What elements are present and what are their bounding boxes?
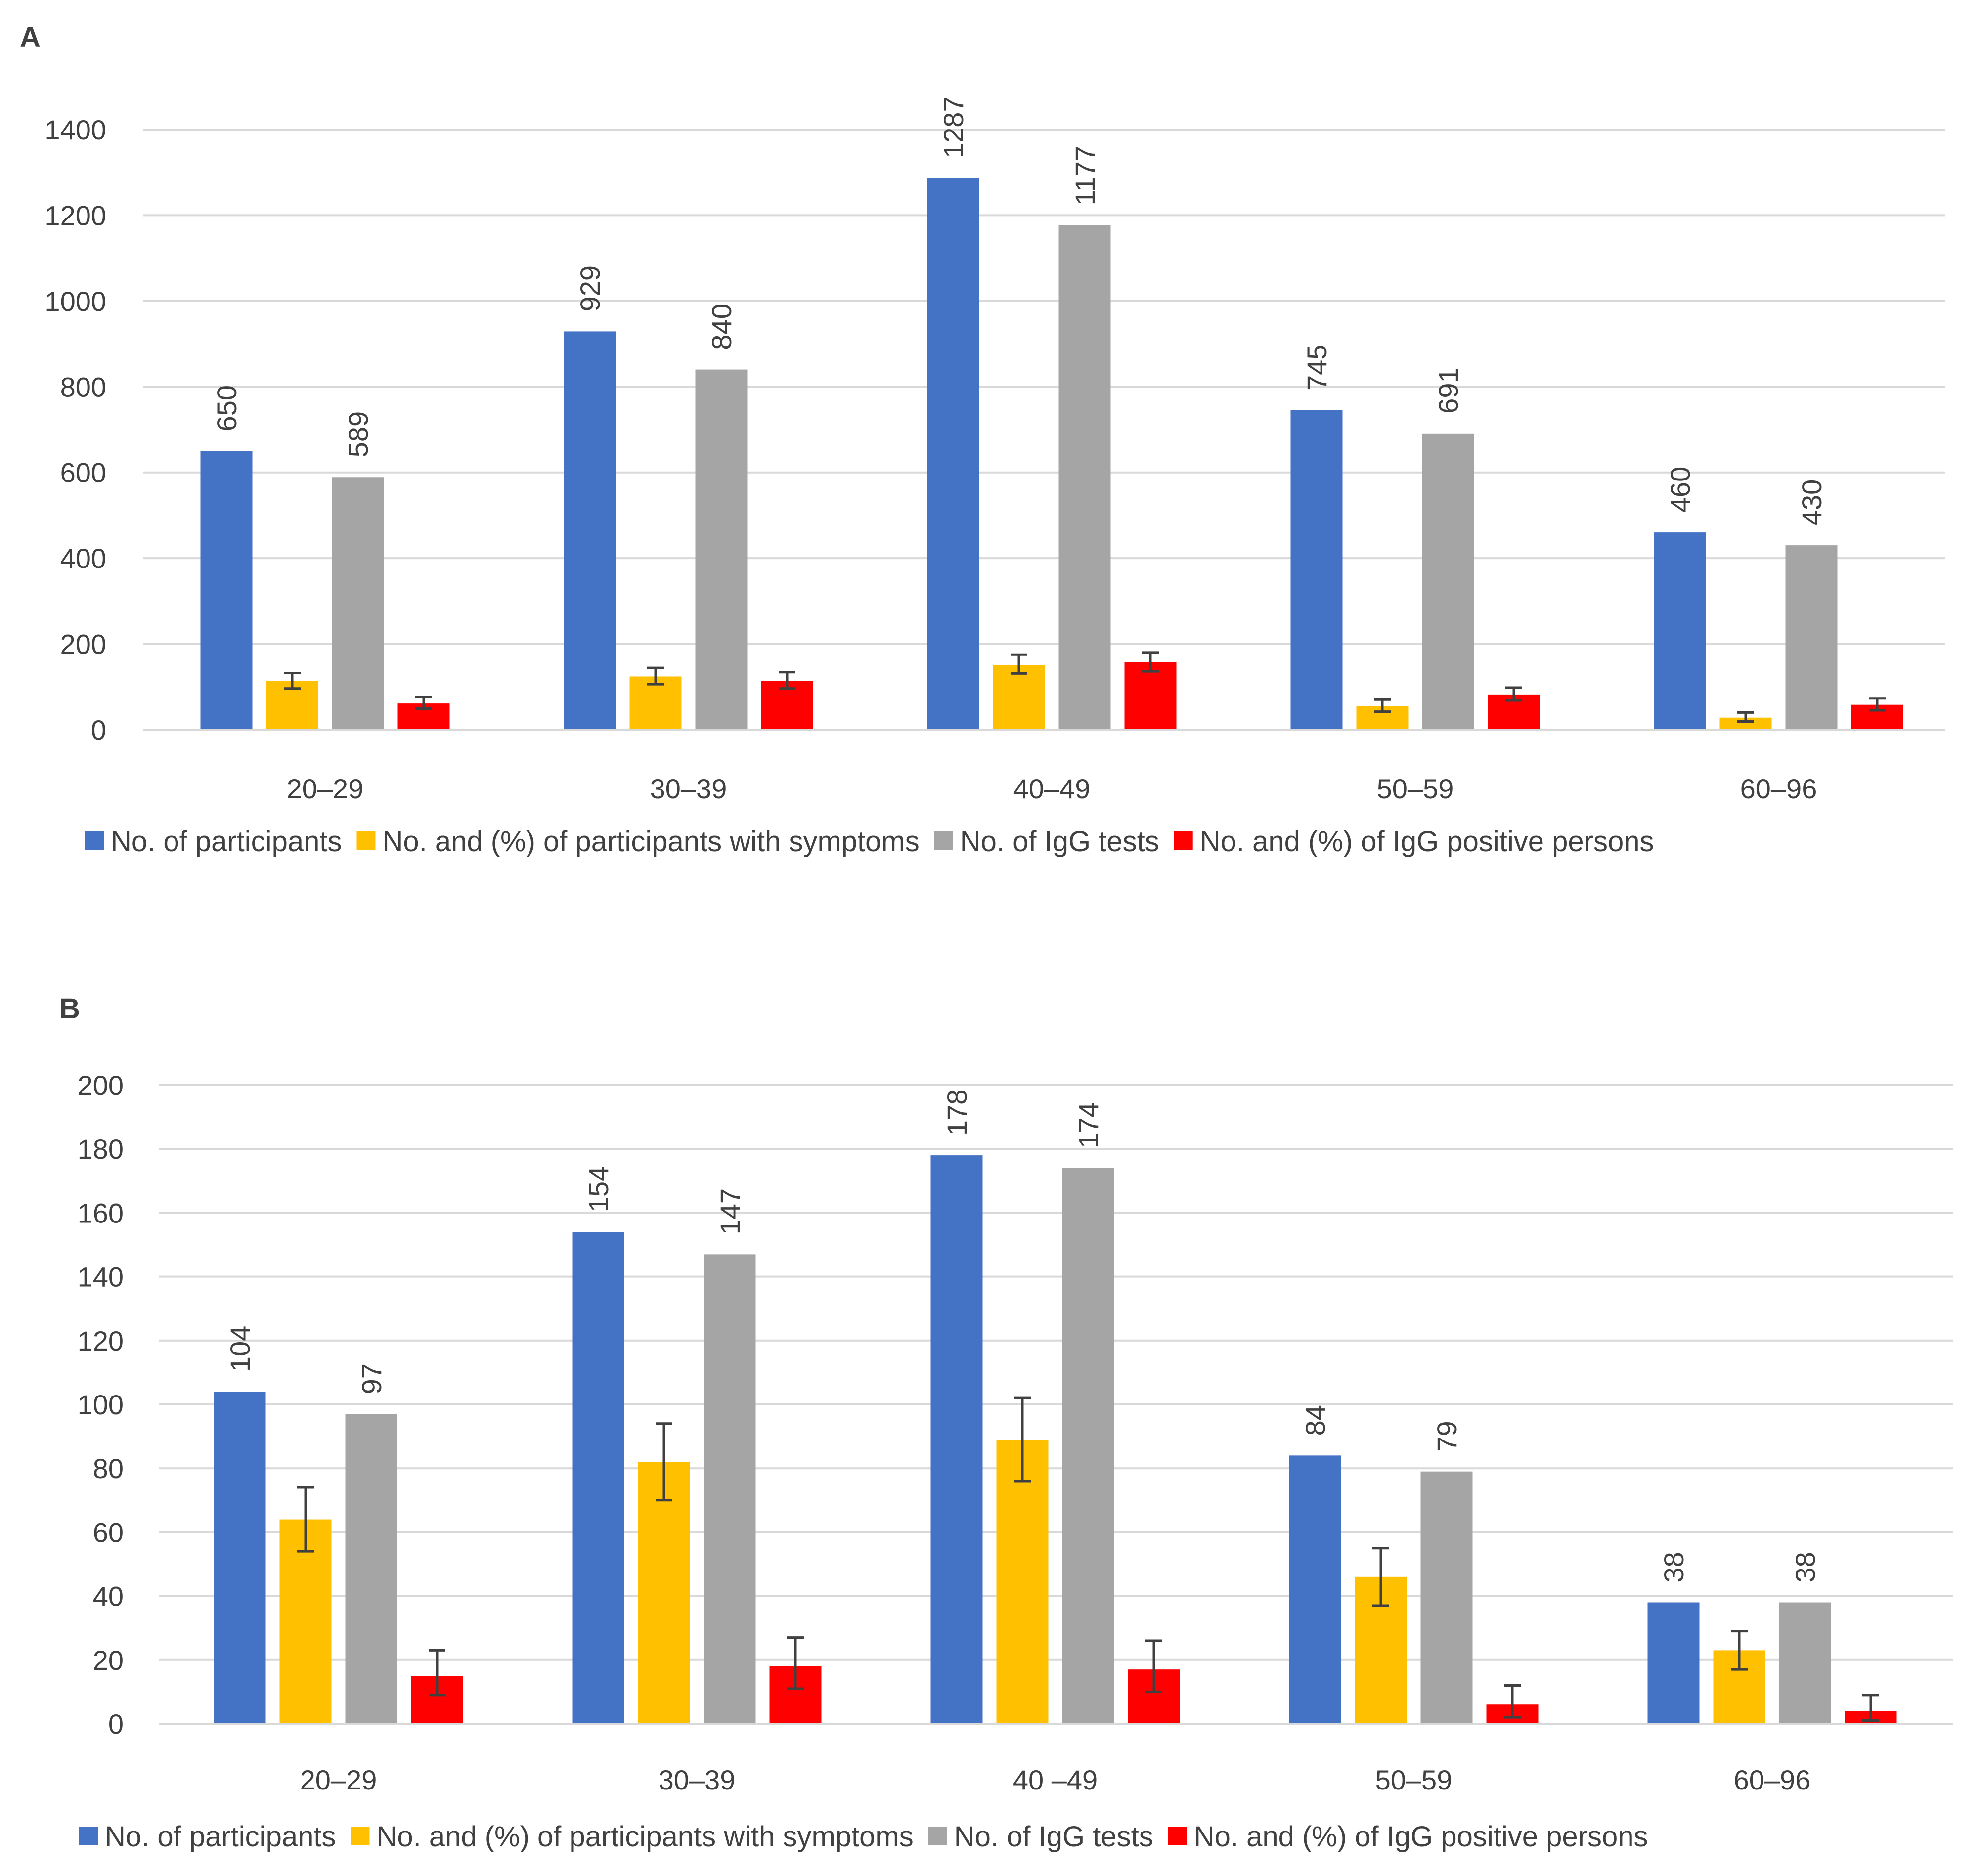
data-label: 929 [574, 265, 606, 311]
data-label: 79 [1431, 1421, 1462, 1451]
y-tick-label: 0 [91, 714, 106, 745]
bar [1647, 1602, 1700, 1724]
x-tick-label: 20–29 [287, 773, 364, 804]
chart-panel-a: A 0 200 400 600 800 1000 1200 1400 650 589 20–29 929… [20, 21, 1945, 858]
bar [345, 1414, 397, 1724]
data-label: 589 [343, 411, 374, 457]
panel-label: B [59, 993, 80, 1025]
data-label: 97 [356, 1363, 387, 1394]
bar [1420, 1471, 1473, 1724]
legend-label: No. and (%) of participants with symptom… [382, 826, 919, 858]
bar [1785, 545, 1838, 730]
y-tick-label: 600 [60, 457, 106, 488]
bar [200, 451, 253, 730]
data-label: 1177 [1069, 146, 1101, 205]
y-tick-label: 60 [93, 1517, 124, 1548]
y-tick-label: 1200 [44, 200, 106, 231]
data-label: 1287 [938, 96, 969, 158]
x-tick-label: 40–49 [1013, 773, 1091, 804]
y-tick-label: 200 [78, 1070, 124, 1101]
legend: No. of participants No. and (%) of partic… [85, 826, 1654, 858]
data-label: 38 [1658, 1552, 1689, 1582]
data-label: 174 [1073, 1102, 1104, 1148]
legend: No. of participants No. and (%) of partic… [79, 1821, 1648, 1853]
y-tick-label: 20 [93, 1645, 124, 1676]
bar [996, 1440, 1049, 1724]
legend-swatch [928, 1827, 947, 1845]
y-tick-label: 1400 [44, 114, 106, 145]
bar [279, 1519, 332, 1724]
bar [1290, 410, 1343, 730]
y-tick-label: 0 [108, 1708, 124, 1740]
bar [993, 665, 1045, 730]
y-tick-label: 40 [93, 1581, 124, 1612]
x-tick-label: 60–96 [1740, 773, 1817, 804]
data-label: 104 [224, 1326, 256, 1372]
legend-swatch [351, 1827, 370, 1845]
legend-label: No. of IgG tests [960, 826, 1159, 858]
bar [1058, 225, 1111, 730]
bar [332, 477, 384, 730]
y-tick-label: 100 [78, 1389, 124, 1420]
x-tick-label: 40 –49 [1013, 1764, 1098, 1795]
x-tick-label: 50–59 [1375, 1764, 1453, 1795]
y-tick-label: 800 [60, 371, 106, 402]
data-label: 650 [211, 385, 242, 431]
x-tick-label: 30–39 [650, 773, 727, 804]
y-tick-label: 200 [60, 629, 106, 660]
data-label: 38 [1790, 1552, 1821, 1582]
y-tick-label: 160 [78, 1197, 124, 1228]
legend-label: No. and (%) of IgG positive persons [1194, 1821, 1648, 1853]
bar [1124, 662, 1177, 730]
bar [1779, 1602, 1831, 1724]
legend-label: No. of IgG tests [954, 1821, 1153, 1853]
data-label: 430 [1796, 480, 1827, 525]
bar [1654, 532, 1706, 730]
data-label: 84 [1300, 1405, 1331, 1436]
legend-label: No. of participants [105, 1821, 336, 1853]
legend-label: No. and (%) of participants with symptom… [376, 1821, 913, 1853]
bar [638, 1462, 690, 1724]
chart-panel-b: B 0 20 40 60 80 100 120 140 160 180 200 104 97 20–29 15… [59, 993, 1953, 1853]
y-tick-label: 180 [78, 1134, 124, 1165]
legend-swatch [1174, 831, 1193, 850]
legend-swatch [356, 831, 376, 850]
bar [930, 1155, 983, 1724]
y-tick-label: 80 [93, 1453, 124, 1484]
data-label: 745 [1301, 345, 1332, 391]
legend-swatch [934, 831, 953, 850]
legend-label: No. of participants [111, 826, 342, 858]
x-tick-label: 30–39 [659, 1764, 736, 1795]
y-tick-label: 120 [78, 1325, 124, 1356]
y-tick-label: 1000 [44, 286, 106, 317]
legend-swatch [79, 1827, 98, 1845]
data-label: 460 [1665, 467, 1696, 513]
bar [572, 1232, 624, 1724]
x-tick-label: 60–96 [1734, 1764, 1811, 1795]
panel-label: A [20, 21, 41, 53]
y-tick-label: 140 [78, 1262, 124, 1293]
bar [564, 331, 616, 730]
bar [1062, 1168, 1114, 1724]
bar [927, 177, 979, 730]
data-label: 154 [583, 1166, 614, 1212]
data-label: 691 [1433, 367, 1464, 413]
legend-swatch [85, 831, 104, 850]
legend-swatch [1168, 1827, 1187, 1845]
data-label: 147 [714, 1188, 746, 1234]
x-tick-label: 20–29 [300, 1764, 377, 1795]
data-label: 840 [706, 304, 737, 349]
bar [214, 1392, 266, 1724]
y-tick-label: 400 [60, 543, 106, 574]
bar [1289, 1455, 1341, 1724]
bar [1422, 433, 1474, 730]
data-label: 178 [941, 1090, 972, 1135]
bar [704, 1254, 756, 1724]
bar [695, 369, 748, 730]
x-tick-label: 50–59 [1377, 773, 1454, 804]
legend-label: No. and (%) of IgG positive persons [1200, 826, 1654, 858]
